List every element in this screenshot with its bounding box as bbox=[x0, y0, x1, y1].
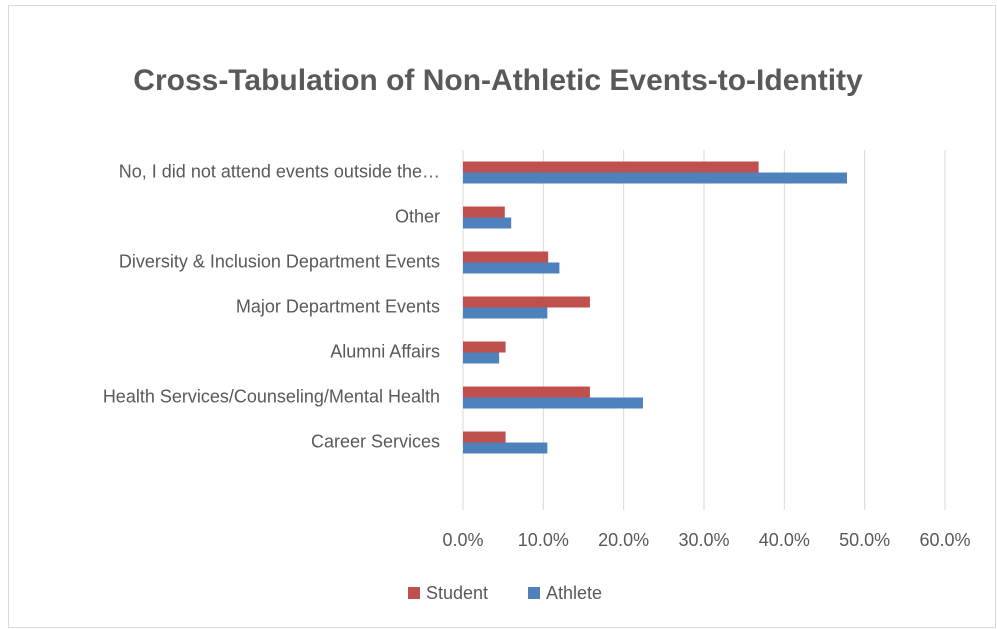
bar bbox=[463, 251, 549, 263]
bar bbox=[463, 161, 759, 173]
bar bbox=[463, 386, 590, 398]
bar bbox=[463, 341, 506, 353]
bar bbox=[463, 296, 590, 308]
x-tick-label: 10.0% bbox=[518, 530, 569, 550]
x-tick-label: 60.0% bbox=[919, 530, 970, 550]
legend-swatch bbox=[408, 587, 420, 599]
bar bbox=[463, 442, 548, 454]
chart-title: Cross-Tabulation of Non-Athletic Events-… bbox=[133, 64, 863, 97]
x-tick-label: 40.0% bbox=[759, 530, 810, 550]
bar bbox=[463, 172, 847, 184]
y-tick-label: Health Services/Counseling/Mental Health bbox=[103, 386, 440, 406]
chart-border bbox=[8, 5, 996, 628]
x-tick-label: 0.0% bbox=[442, 530, 483, 550]
legend-swatch bbox=[528, 587, 540, 599]
bar bbox=[463, 262, 560, 274]
y-tick-label: No, I did not attend events outside the… bbox=[119, 161, 440, 181]
legend-label: Student bbox=[426, 583, 488, 603]
bar bbox=[463, 397, 643, 409]
bar bbox=[463, 217, 512, 229]
y-tick-label: Major Department Events bbox=[236, 296, 440, 316]
y-tick-label: Other bbox=[395, 206, 440, 226]
bar bbox=[463, 206, 505, 218]
x-tick-label: 20.0% bbox=[598, 530, 649, 550]
legend-label: Athlete bbox=[546, 583, 602, 603]
bar bbox=[463, 352, 500, 364]
bar bbox=[463, 431, 506, 443]
bar bbox=[463, 307, 548, 319]
y-tick-label: Alumni Affairs bbox=[330, 341, 440, 361]
x-tick-label: 30.0% bbox=[678, 530, 729, 550]
y-tick-label: Diversity & Inclusion Department Events bbox=[119, 251, 440, 271]
x-tick-label: 50.0% bbox=[839, 530, 890, 550]
y-tick-label: Career Services bbox=[311, 431, 440, 451]
